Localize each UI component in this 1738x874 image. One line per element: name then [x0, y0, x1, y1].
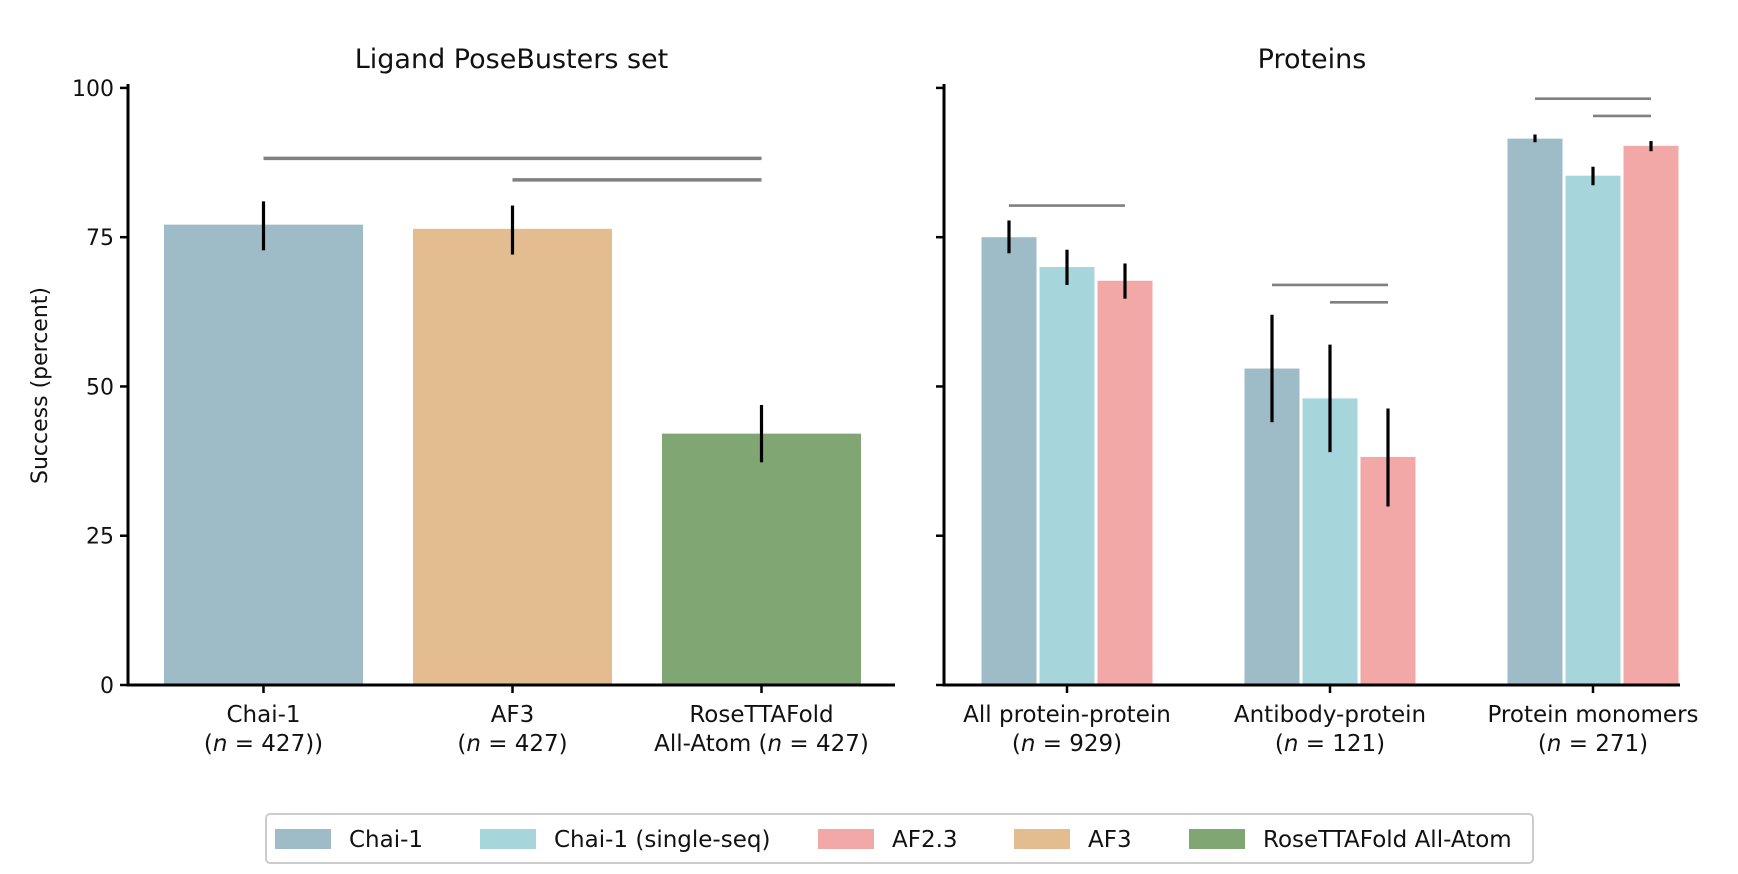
y-tick-label: 100 — [72, 77, 114, 102]
x-tick-label: AF3 — [491, 702, 535, 728]
bar-chai-1-single-seq- — [1565, 175, 1621, 686]
legend-swatch — [275, 829, 331, 849]
legend-label: RoseTTAFold All-Atom — [1263, 827, 1512, 853]
bar-chai-1-single-seq- — [1039, 267, 1095, 685]
n-symbol: n — [1021, 731, 1036, 757]
label-suffix: = 271) — [1561, 731, 1648, 757]
legend-label: AF3 — [1088, 827, 1132, 853]
panel-title: Proteins — [1258, 44, 1367, 75]
bar-af2-3 — [1097, 280, 1153, 685]
label-suffix: = 121) — [1298, 731, 1385, 757]
x-tick-label-n: (n = 427) — [457, 731, 567, 757]
legend-swatch — [1189, 829, 1245, 849]
label-prefix: ( — [204, 731, 213, 757]
panel-title: Ligand PoseBusters set — [355, 44, 669, 75]
bar-chai-1 — [164, 224, 363, 685]
legend-swatch — [818, 829, 874, 849]
bar-chai-1 — [981, 237, 1037, 686]
label-prefix: ( — [1538, 731, 1547, 757]
bar-rosettafold-all-atom — [662, 433, 861, 685]
bar-af3 — [413, 228, 612, 685]
n-symbol: n — [1547, 731, 1562, 757]
legend-swatch — [480, 829, 536, 849]
y-tick-label: 25 — [86, 525, 114, 550]
legend-swatch — [1014, 829, 1070, 849]
label-prefix: All-Atom ( — [654, 731, 767, 757]
y-tick-label: 50 — [86, 375, 114, 400]
n-symbol: n — [1284, 731, 1299, 757]
x-tick-label-n: (n = 427)) — [204, 731, 323, 757]
label-suffix: = 427)) — [227, 731, 323, 757]
legend-label: AF2.3 — [892, 827, 958, 853]
legend-frame — [265, 813, 1534, 864]
x-tick-label-n: (n = 121) — [1275, 731, 1385, 757]
x-tick-label: Antibody-protein — [1234, 702, 1426, 728]
x-tick-label: Chai-1 — [226, 702, 300, 728]
n-symbol: n — [768, 731, 783, 757]
x-tick-label-n: (n = 271) — [1538, 731, 1648, 757]
legend-label: Chai-1 (single-seq) — [554, 827, 770, 853]
legend-label: Chai-1 — [349, 827, 423, 853]
bar-chai-1 — [1507, 138, 1563, 686]
x-tick-label: All protein-protein — [963, 702, 1171, 728]
label-prefix: ( — [1012, 731, 1021, 757]
n-symbol: n — [466, 731, 481, 757]
label-prefix: ( — [457, 731, 466, 757]
x-tick-label: Protein monomers — [1487, 702, 1698, 728]
ligand-posebusters-panel: Ligand PoseBusters set 0 25 50 75 100 Success … — [28, 44, 895, 757]
label-suffix: = 427) — [481, 731, 568, 757]
x-tick-label-n: All-Atom (n = 427) — [654, 731, 869, 757]
label-prefix: ( — [1275, 731, 1284, 757]
label-suffix: = 929) — [1035, 731, 1122, 757]
label-suffix: = 427) — [782, 731, 869, 757]
bar-af2-3 — [1623, 145, 1679, 686]
y-tick-label: 75 — [86, 226, 114, 251]
y-tick-label: 0 — [100, 674, 114, 699]
y-axis-label: Success (percent) — [28, 287, 53, 484]
x-tick-label: RoseTTAFold — [689, 702, 833, 728]
legend: Chai-1 Chai-1 (single-seq) AF2.3 AF3 RoseTTA… — [265, 813, 1534, 864]
n-symbol: n — [213, 731, 228, 757]
x-tick-label-n: (n = 929) — [1012, 731, 1122, 757]
